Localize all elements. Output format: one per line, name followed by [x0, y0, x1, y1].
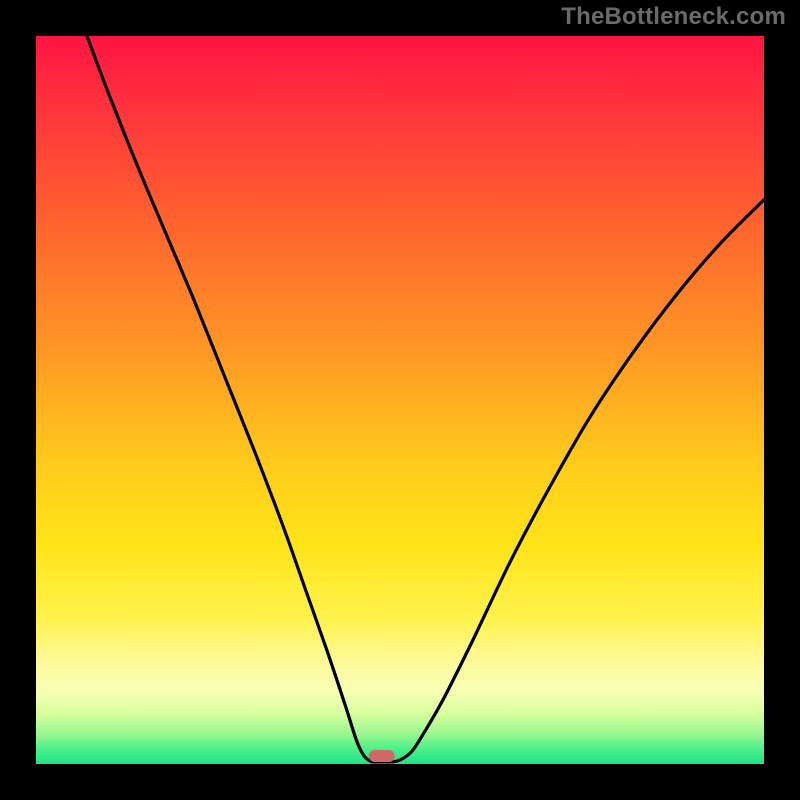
chart-svg	[0, 0, 800, 800]
chart-stage: TheBottleneck.com	[0, 0, 800, 800]
minimum-marker	[369, 750, 395, 762]
plot-background	[36, 36, 764, 764]
watermark-text: TheBottleneck.com	[561, 3, 786, 31]
